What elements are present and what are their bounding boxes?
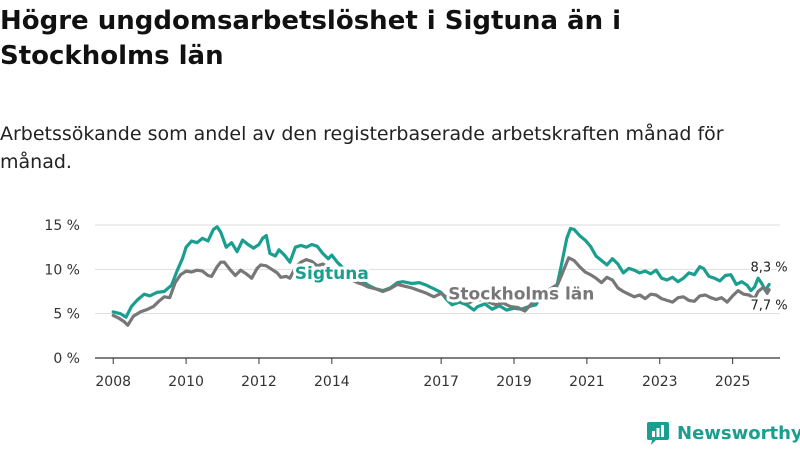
x-tick-label: 2012 (241, 374, 277, 390)
x-tick-label: 2014 (314, 374, 350, 390)
series-line-stockholms-ln (111, 256, 771, 327)
series-line-sigtuna (111, 225, 771, 319)
y-tick-label: 0 % (53, 351, 80, 367)
series-label: Sigtuna (295, 264, 369, 284)
x-tick-label: 2025 (715, 374, 751, 390)
x-tick-label: 2010 (168, 374, 204, 390)
end-value-label: 8,3 % (750, 260, 787, 275)
y-tick-label: 15 % (44, 218, 80, 234)
chart-title: Högre ungdomsarbetslöshet i Sigtuna än i… (0, 6, 622, 71)
x-tick-label: 2017 (423, 374, 459, 390)
y-tick-label: 10 % (44, 262, 80, 278)
brand-name: Newsworthy (677, 422, 800, 444)
series-label: Stockholms län (448, 284, 594, 304)
x-tick-label: 2008 (95, 374, 131, 390)
x-tick-label: 2019 (496, 374, 532, 390)
x-tick-label: 2021 (569, 374, 605, 390)
newsworthy-logo-icon (647, 422, 669, 445)
series-labels: Sigtuna Stockholms län 8,3 % 7,7 % (292, 258, 790, 315)
chart-subtitle: Arbetssökande som andel av den registerb… (0, 123, 724, 173)
axes: 0 % 5 % 10 % 15 % 2008 2010 2012 2014 2017 2019 20… (44, 218, 750, 390)
y-tick-label: 5 % (53, 307, 80, 323)
x-tick-label: 2023 (642, 374, 678, 390)
newsworthy-brand: Newsworthy (645, 420, 800, 446)
end-value-label: 7,7 % (750, 299, 787, 314)
gridlines (95, 224, 780, 359)
series-lines (111, 225, 771, 327)
